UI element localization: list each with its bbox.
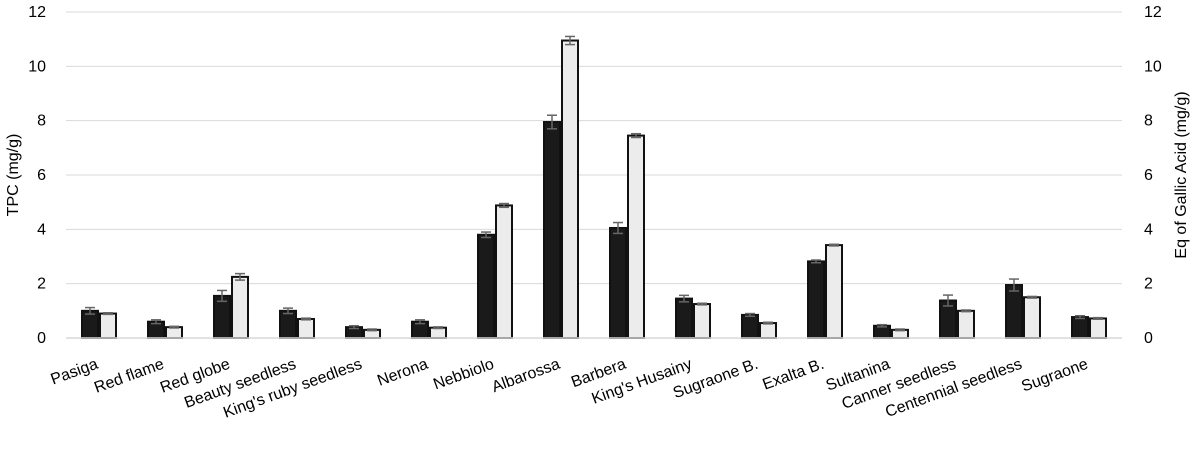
bar-gallic-8 bbox=[627, 134, 645, 339]
y-tick-left: 0 bbox=[37, 330, 46, 347]
y-tick-left: 8 bbox=[37, 113, 46, 130]
error-bar bbox=[631, 132, 641, 139]
error-bar bbox=[103, 311, 113, 316]
error-bar bbox=[745, 312, 755, 318]
bar-gallic-2 bbox=[231, 275, 249, 339]
bar-gallic-6 bbox=[495, 204, 513, 339]
error-bar bbox=[349, 325, 359, 330]
bar-tpc-3 bbox=[279, 309, 297, 340]
bar-gallic-11 bbox=[825, 244, 843, 339]
error-bar bbox=[1075, 314, 1085, 320]
error-bar bbox=[877, 323, 887, 328]
y-tick-right: 4 bbox=[1144, 221, 1153, 238]
y-tick-left: 4 bbox=[37, 221, 46, 238]
y-tick-left: 2 bbox=[37, 276, 46, 293]
bar-tpc-10 bbox=[741, 313, 759, 339]
error-bar bbox=[895, 328, 905, 332]
bar-tpc-7 bbox=[543, 121, 561, 340]
error-bar bbox=[811, 259, 821, 264]
bar-gallic-10 bbox=[759, 322, 777, 339]
bar-gallic-13 bbox=[957, 309, 975, 340]
error-bar bbox=[613, 221, 623, 235]
y-tick-left: 12 bbox=[28, 4, 46, 21]
bar-tpc-11 bbox=[807, 260, 825, 340]
bars bbox=[81, 39, 1107, 340]
bar-gallic-9 bbox=[693, 303, 711, 339]
bar-tpc-9 bbox=[675, 297, 693, 340]
bar-gallic-14 bbox=[1023, 296, 1041, 339]
y-axis-right-label: Eq of Gallic Acid (mg/g) bbox=[1173, 91, 1190, 258]
error-bar bbox=[481, 231, 491, 239]
gridlines bbox=[66, 11, 1122, 285]
error-bar bbox=[697, 302, 707, 306]
y-tick-right: 2 bbox=[1144, 276, 1153, 293]
error-bar bbox=[679, 294, 689, 303]
error-bar bbox=[235, 272, 245, 281]
error-bar bbox=[433, 326, 443, 330]
error-bar bbox=[943, 294, 953, 307]
error-bar bbox=[367, 328, 377, 332]
error-bars bbox=[85, 35, 1103, 332]
x-tick-label: Nerona bbox=[375, 356, 430, 390]
y-axis-right-ticks: 0 2 4 6 8 10 12 bbox=[1144, 4, 1162, 347]
bar-gallic-3 bbox=[297, 317, 315, 340]
y-tick-left: 6 bbox=[37, 167, 46, 184]
y-tick-right: 8 bbox=[1144, 113, 1153, 130]
error-bar bbox=[85, 306, 95, 315]
error-bar bbox=[301, 317, 311, 321]
bar-tpc-2 bbox=[213, 294, 231, 339]
error-bar bbox=[169, 325, 179, 329]
x-tick-label: Nebbiolo bbox=[431, 356, 496, 394]
bar-tpc-15 bbox=[1071, 316, 1089, 339]
bar-gallic-1 bbox=[165, 326, 183, 339]
error-bar bbox=[151, 319, 161, 325]
error-bar bbox=[1009, 278, 1019, 292]
y-axis-left-label: TPC (mg/g) bbox=[5, 134, 22, 217]
bar-tpc-0 bbox=[81, 309, 99, 340]
error-bar bbox=[217, 289, 227, 303]
bar-tpc-6 bbox=[477, 233, 495, 339]
error-bar bbox=[1093, 316, 1103, 321]
bar-tpc-14 bbox=[1005, 284, 1023, 339]
x-tick-label: Sugraone bbox=[1019, 356, 1090, 396]
error-bar bbox=[415, 319, 425, 325]
error-bar bbox=[829, 243, 839, 247]
x-tick-label: Exalta B. bbox=[760, 356, 826, 394]
error-bar bbox=[547, 114, 557, 130]
error-bar bbox=[763, 321, 773, 325]
error-bar bbox=[499, 202, 509, 209]
x-tick-label: Albarossa bbox=[490, 356, 563, 396]
y-tick-left: 10 bbox=[28, 58, 46, 75]
y-axis-left-ticks: 0 2 4 6 8 10 12 bbox=[28, 4, 46, 347]
error-bar bbox=[1027, 295, 1037, 299]
y-tick-right: 6 bbox=[1144, 167, 1153, 184]
bar-gallic-7 bbox=[561, 39, 579, 340]
y-tick-right: 12 bbox=[1144, 4, 1162, 21]
bar-tpc-8 bbox=[609, 226, 627, 340]
y-tick-right: 0 bbox=[1144, 330, 1153, 347]
bar-gallic-15 bbox=[1089, 317, 1107, 340]
y-tick-right: 10 bbox=[1144, 58, 1162, 75]
error-bar bbox=[961, 309, 971, 313]
error-bar bbox=[283, 307, 293, 315]
bar-gallic-0 bbox=[99, 312, 117, 339]
error-bar bbox=[565, 35, 575, 46]
x-tick-label: Red flame bbox=[92, 356, 166, 397]
